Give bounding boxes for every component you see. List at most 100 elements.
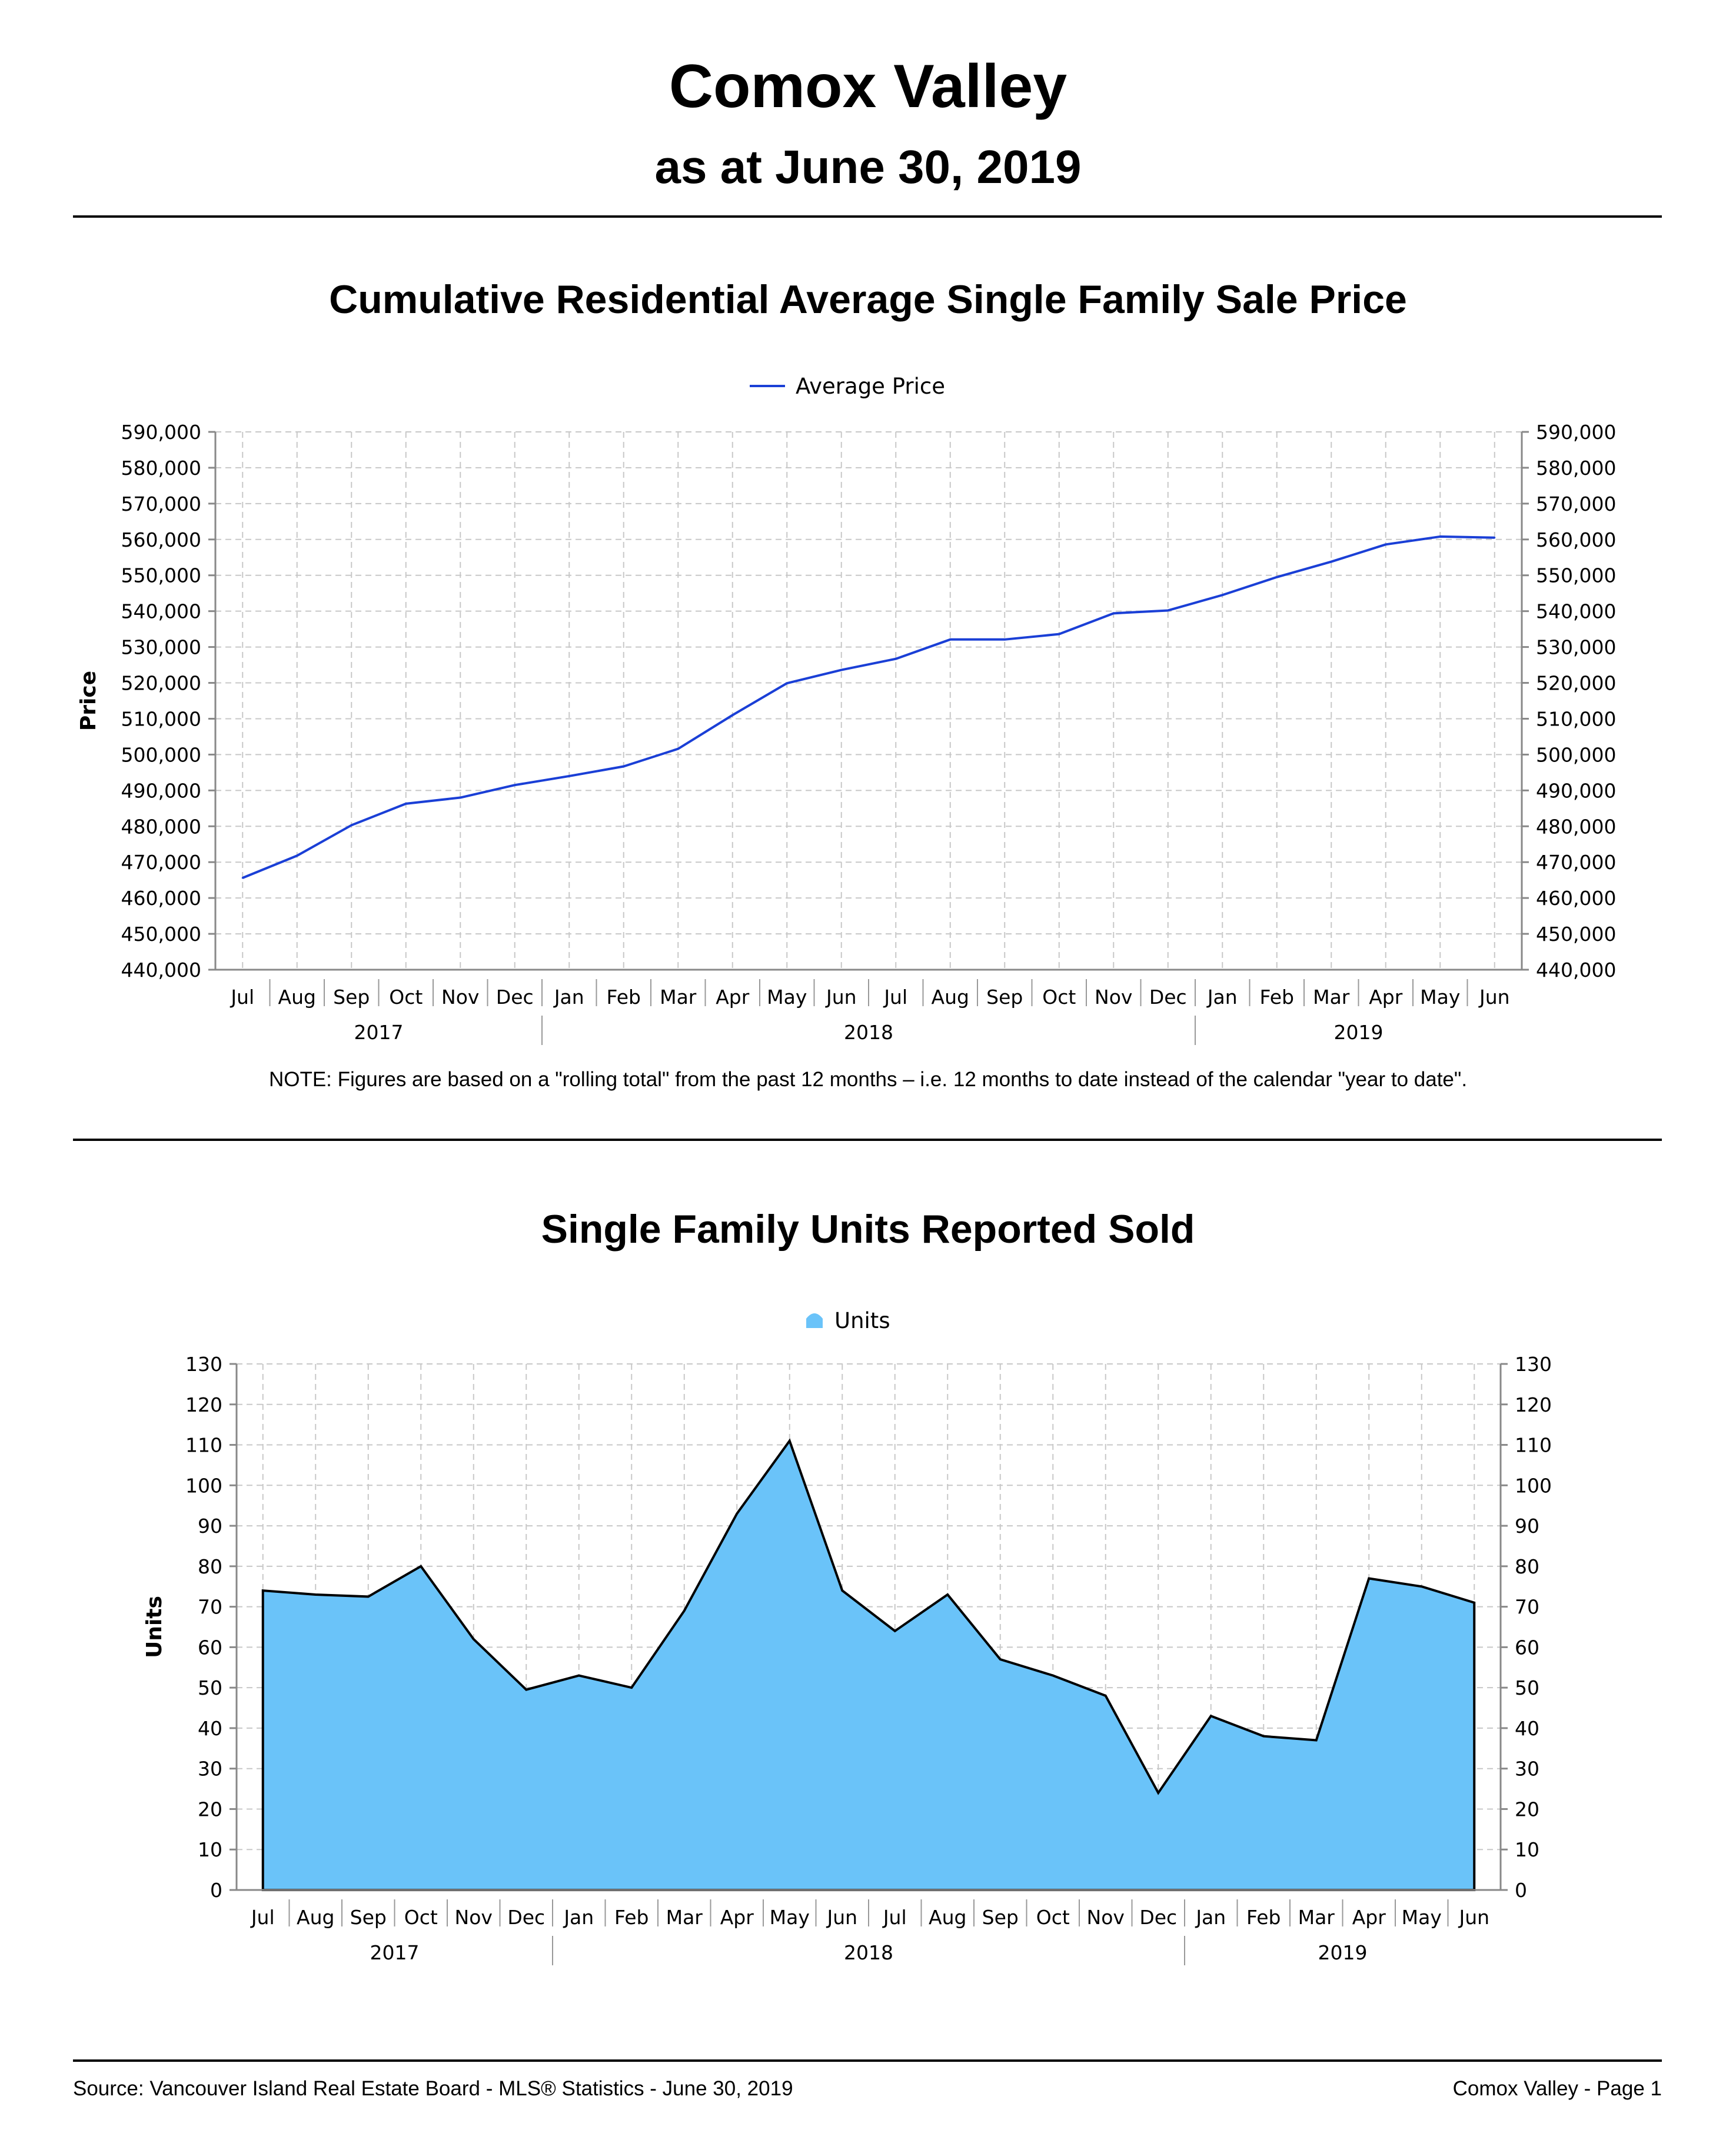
y-tick-label-right: 580,000	[1536, 457, 1616, 480]
x-tick-label: Nov	[441, 986, 479, 1009]
y-tick-label-right: 90	[1515, 1515, 1539, 1538]
y-tick-label-left: 100	[185, 1474, 222, 1497]
legend-label-average-price: Average Price	[796, 374, 945, 399]
x-tick-label: Nov	[1095, 986, 1132, 1009]
y-tick-label-right: 20	[1515, 1798, 1539, 1821]
x-tick-label: Jan	[553, 986, 584, 1009]
x-tick-label: Jun	[826, 1906, 857, 1929]
y-tick-label-right: 0	[1515, 1879, 1527, 1902]
year-label: 2018	[844, 1941, 893, 1964]
y-tick-label-right: 120	[1515, 1393, 1552, 1416]
y-tick-label-right: 520,000	[1536, 672, 1616, 695]
data-point	[736, 1512, 738, 1515]
y-tick-label-right: 30	[1515, 1758, 1539, 1781]
data-point	[459, 797, 461, 799]
y-tick-label-left: 110	[185, 1434, 222, 1457]
y-axis-title: Price	[77, 671, 101, 731]
data-point	[1385, 543, 1387, 545]
y-tick-label-left: 480,000	[121, 815, 201, 838]
year-label: 2017	[354, 1021, 404, 1044]
legend-label-units: Units	[834, 1308, 890, 1333]
legend-swatch-units	[806, 1313, 823, 1328]
data-point	[367, 1595, 370, 1598]
data-point	[1330, 561, 1332, 563]
y-tick-label-right: 10	[1515, 1838, 1539, 1861]
x-tick-label: Dec	[1149, 986, 1187, 1009]
price-chart: 440,000 440,000 450,000 450,000 460,000 460,0…	[77, 374, 1616, 1045]
data-point	[841, 1589, 843, 1592]
x-tick-label: Sep	[333, 986, 370, 1009]
data-point	[683, 1609, 686, 1612]
x-tick-label: Feb	[614, 1906, 648, 1929]
data-point	[568, 775, 570, 777]
y-tick-label-right: 450,000	[1536, 923, 1616, 946]
y-tick-label-right: 60	[1515, 1636, 1539, 1659]
x-tick-label: Aug	[278, 986, 316, 1009]
y-tick-label-right: 80	[1515, 1555, 1539, 1578]
price-chart-title: Cumulative Residential Average Single Fa…	[329, 277, 1407, 322]
x-tick-label: Oct	[389, 986, 423, 1009]
page-title: Comox Valley	[669, 52, 1067, 121]
y-tick-label-right: 500,000	[1536, 743, 1616, 766]
y-tick-label-left: 470,000	[121, 851, 201, 874]
y-tick-label-right: 460,000	[1536, 887, 1616, 910]
y-tick-label-right: 530,000	[1536, 636, 1616, 659]
footer-page: Comox Valley - Page 1	[1452, 2077, 1662, 2100]
x-tick-label: Jul	[883, 986, 907, 1009]
x-tick-label: Dec	[496, 986, 534, 1009]
data-point	[1210, 1715, 1212, 1717]
year-label: 2018	[844, 1021, 893, 1044]
y-tick-label-right: 470,000	[1536, 851, 1616, 874]
y-tick-label-left: 500,000	[121, 743, 201, 766]
year-label: 2019	[1318, 1941, 1368, 1964]
data-point	[1221, 594, 1223, 596]
y-tick-label-left: 570,000	[121, 493, 201, 515]
y-tick-label-left: 580,000	[121, 457, 201, 480]
x-tick-label: Nov	[1087, 1906, 1125, 1929]
x-tick-label: Aug	[932, 986, 969, 1009]
x-tick-label: May	[1402, 1906, 1442, 1929]
units-chart-title: Single Family Units Reported Sold	[541, 1207, 1195, 1252]
y-tick-label-left: 130	[185, 1353, 222, 1376]
x-tick-label: Sep	[982, 1906, 1019, 1929]
x-tick-label: Oct	[404, 1906, 438, 1929]
x-tick-label: Jul	[250, 1906, 275, 1929]
y-tick-label-right: 50	[1515, 1676, 1539, 1699]
data-point	[296, 854, 298, 857]
y-tick-label-left: 550,000	[121, 564, 201, 587]
data-point	[1112, 612, 1115, 614]
x-tick-label: Oct	[1042, 986, 1076, 1009]
x-tick-label: Jan	[1195, 1906, 1226, 1929]
units-chart: 0 0 10 10 20 20 30 30 40 40 50 50 60 60 70 70 80 80 90 90 10…	[142, 1308, 1552, 1965]
y-tick-label-right: 490,000	[1536, 779, 1616, 802]
x-tick-label: Feb	[1260, 986, 1294, 1009]
y-tick-label-right: 570,000	[1536, 493, 1616, 515]
data-point	[262, 1589, 264, 1592]
y-tick-label-left: 80	[198, 1555, 222, 1578]
data-point	[677, 748, 679, 750]
y-tick-label-left: 520,000	[121, 672, 201, 695]
y-tick-label-left: 90	[198, 1515, 222, 1538]
y-tick-label-left: 40	[198, 1717, 222, 1740]
x-tick-label: Jul	[230, 986, 254, 1009]
y-tick-label-left: 590,000	[121, 421, 201, 444]
year-label: 2019	[1334, 1021, 1384, 1044]
data-point	[1167, 609, 1169, 611]
year-label: 2017	[370, 1941, 420, 1964]
x-tick-label: Jun	[825, 986, 857, 1009]
data-point	[1003, 638, 1006, 641]
y-tick-label-left: 20	[198, 1798, 222, 1821]
footer-source: Source: Vancouver Island Real Estate Boa…	[73, 2077, 793, 2100]
y-tick-label-left: 0	[210, 1879, 222, 1902]
data-point	[1262, 1735, 1265, 1738]
x-tick-label: May	[767, 986, 807, 1009]
x-tick-label: Mar	[1313, 986, 1350, 1009]
y-tick-label-right: 100	[1515, 1474, 1552, 1497]
data-point	[1315, 1739, 1318, 1742]
data-point	[1473, 1602, 1475, 1604]
data-point	[578, 1675, 580, 1677]
x-tick-label: Feb	[1246, 1906, 1281, 1929]
y-tick-label-left: 30	[198, 1758, 222, 1781]
x-tick-label: Apr	[1352, 1906, 1386, 1929]
x-tick-label: Sep	[986, 986, 1023, 1009]
